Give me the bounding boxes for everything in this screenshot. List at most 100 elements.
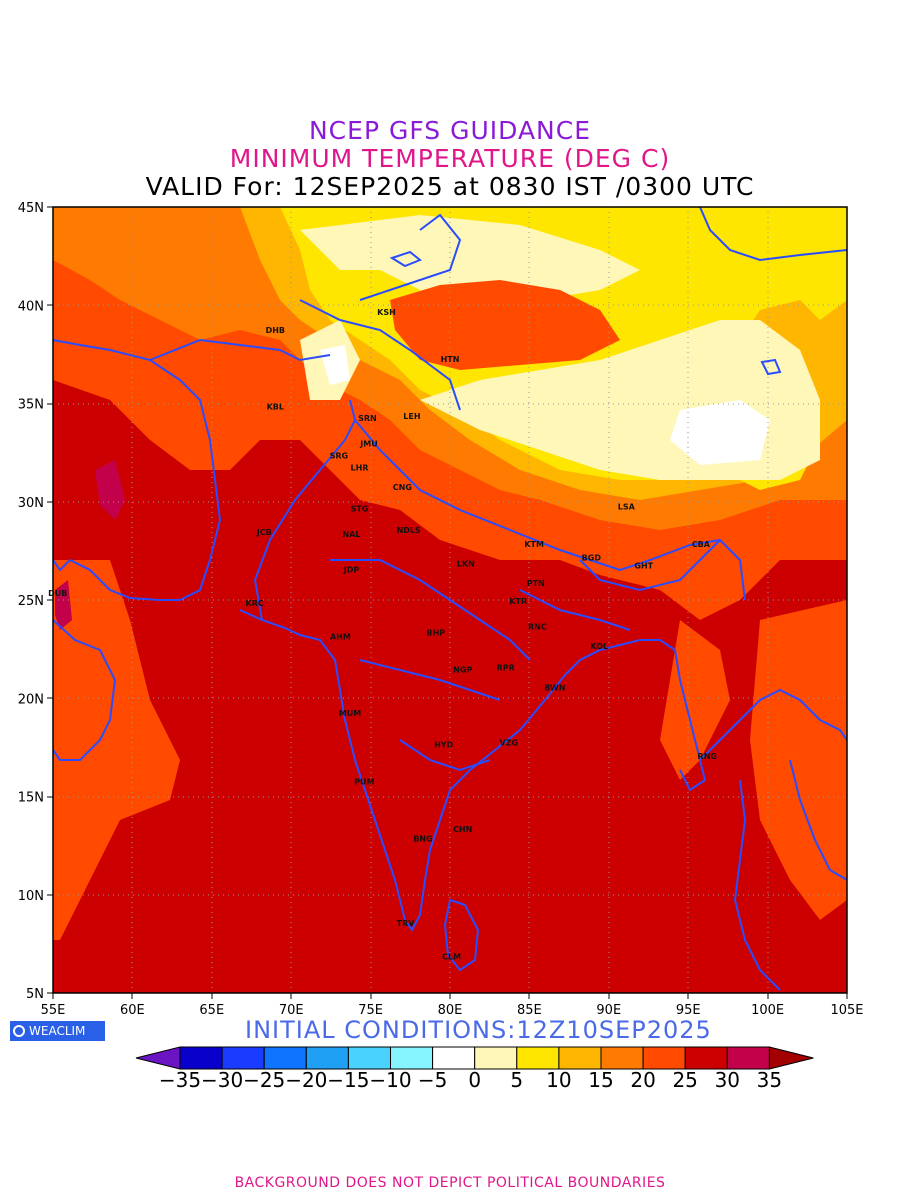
- colorbar-swatch: [474, 1046, 518, 1070]
- city-label: AHM: [330, 632, 351, 641]
- colorbar-tick-label: −25: [243, 1068, 286, 1092]
- colorbar-swatch: [726, 1046, 770, 1070]
- colorbar-tick-label: −10: [369, 1068, 412, 1092]
- longitude-labels: 55E 60E 65E 70E 75E 80E 85E 90E 95E 100E 105E: [41, 1003, 864, 1018]
- city-label: CHN: [453, 825, 472, 834]
- colorbar-swatch: [179, 1046, 223, 1070]
- colorbar-tick-label: 0: [468, 1068, 482, 1092]
- city-label: BHP: [426, 628, 445, 637]
- city-label: NDLS: [397, 526, 421, 535]
- city-label: RPR: [496, 664, 514, 673]
- colorbar-tick-label: −15: [327, 1068, 370, 1092]
- city-label: SRN: [358, 414, 377, 423]
- title-valid-time: VALID For: 12SEP2025 at 0830 IST /0300 U…: [145, 172, 755, 201]
- colorbar-swatch: [432, 1046, 476, 1070]
- city-label: KBL: [267, 402, 284, 411]
- colorbar-swatch: [516, 1046, 560, 1070]
- city-label: KOL: [590, 642, 608, 651]
- city-label: BWN: [544, 683, 565, 692]
- city-label: LHR: [351, 463, 369, 472]
- colorbar-tick-label: −20: [285, 1068, 328, 1092]
- city-label: MUM: [339, 709, 361, 718]
- city-label: JDP: [343, 565, 360, 574]
- weaclim-logo: WEACLIM: [10, 1021, 105, 1041]
- colorbar-tick-label: −30: [200, 1068, 244, 1092]
- lat-label: 35N: [18, 398, 44, 413]
- city-label: KTR: [509, 597, 527, 606]
- city-label: TRV: [397, 919, 416, 928]
- coastlines: [53, 207, 847, 991]
- colorbar-max-arrow: [768, 1046, 814, 1070]
- city-label: NAL: [343, 530, 361, 539]
- colorbar-tick-label: 35: [756, 1068, 783, 1092]
- footer-disclaimer: BACKGROUND DOES NOT DEPICT POLITICAL BOU…: [234, 1175, 666, 1191]
- lon-label: 70E: [279, 1003, 304, 1018]
- city-label: KRC: [246, 599, 264, 608]
- colorbar-tick-label: 5: [510, 1068, 524, 1092]
- city-label: LKN: [457, 560, 475, 569]
- lon-label: 60E: [120, 1003, 145, 1018]
- lon-label: 100E: [751, 1003, 784, 1018]
- city-label: JCB: [256, 528, 272, 537]
- city-label: KTM: [524, 540, 544, 549]
- latitude-labels: 45N 40N 35N 30N 25N 20N 15N 10N 5N: [18, 201, 44, 1002]
- city-label: LSA: [618, 503, 636, 512]
- logo-text: WEACLIM: [29, 1024, 86, 1038]
- colorbar-swatch: [600, 1046, 644, 1070]
- city-label: GHT: [634, 562, 653, 571]
- city-label: STG: [351, 505, 369, 514]
- lat-label: 40N: [18, 299, 44, 314]
- colorbar-swatch: [642, 1046, 686, 1070]
- city-label: BNG: [413, 835, 432, 844]
- city-label: NGP: [453, 666, 472, 675]
- lon-label: 85E: [517, 1003, 542, 1018]
- lon-label: 55E: [41, 1003, 66, 1018]
- lon-label: 75E: [358, 1003, 383, 1018]
- title-model: NCEP GFS GUIDANCE: [308, 116, 591, 145]
- colorbar-swatch: [558, 1046, 602, 1070]
- city-label: JMU: [359, 440, 377, 449]
- lon-label: 95E: [676, 1003, 701, 1018]
- colorbar-min-arrow: [135, 1046, 181, 1070]
- city-label: DHB: [266, 326, 285, 335]
- colorbar-tick-label: 15: [588, 1068, 614, 1092]
- city-label: PTN: [527, 579, 545, 588]
- colorbar-tick-label: 30: [714, 1068, 741, 1092]
- title-variable: MINIMUM TEMPERATURE (DEG C): [229, 144, 671, 173]
- city-label: KSH: [377, 308, 396, 317]
- city-label: PUM: [354, 778, 374, 787]
- lat-label: 5N: [26, 987, 44, 1002]
- lat-label: 15N: [18, 791, 44, 806]
- colorbar-tick-label: 20: [630, 1068, 656, 1092]
- city-label: LEH: [403, 412, 420, 421]
- globe-icon: [13, 1025, 25, 1037]
- lon-label: 65E: [199, 1003, 224, 1018]
- lat-label: 30N: [18, 496, 44, 511]
- city-label: RNC: [528, 622, 547, 631]
- city-label: SRG: [330, 452, 349, 461]
- city-label: VZG: [499, 738, 518, 747]
- lat-label: 25N: [18, 594, 44, 609]
- city-label: CBA: [692, 540, 711, 549]
- lat-label: 45N: [18, 201, 44, 216]
- lon-label: 80E: [438, 1003, 463, 1018]
- colorbar-swatch: [347, 1046, 391, 1070]
- city-label: HTN: [441, 355, 460, 364]
- lon-label: 105E: [830, 1003, 863, 1018]
- city-label: BGD: [582, 554, 602, 563]
- colorbar-swatch: [263, 1046, 307, 1070]
- colorbar-tick-label: 10: [546, 1068, 572, 1092]
- city-label: CNG: [393, 483, 412, 492]
- colorbar-swatch: [221, 1046, 265, 1070]
- city-label: CLM: [442, 953, 461, 962]
- city-label: HYD: [434, 740, 453, 749]
- city-label: RNG: [698, 752, 717, 761]
- temperature-map: 45N 40N 35N 30N 25N 20N 15N 10N 5N 55E 60E 65E 70E 7…: [18, 201, 864, 1070]
- lat-label: 10N: [18, 889, 44, 904]
- city-label: DUB: [48, 589, 67, 598]
- colorbar-swatch: [684, 1046, 728, 1070]
- colorbar-swatch: [390, 1046, 434, 1070]
- lon-label: 90E: [596, 1003, 621, 1018]
- lat-lon-grid: [53, 207, 847, 993]
